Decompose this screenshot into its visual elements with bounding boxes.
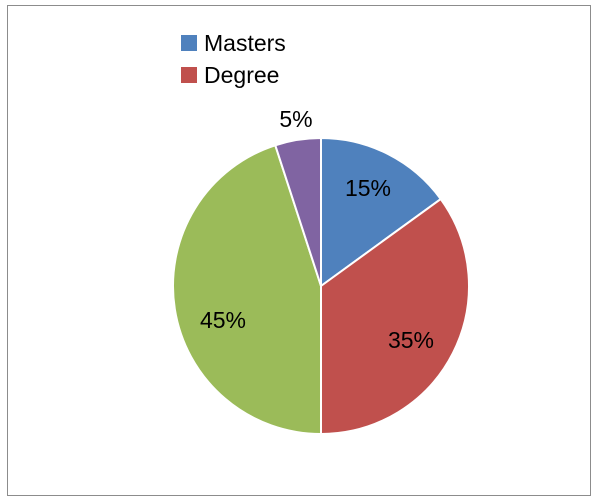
legend-label-masters: Masters bbox=[204, 30, 286, 56]
data-label-4: 5% bbox=[279, 106, 312, 132]
pie-slice-3 bbox=[172, 143, 322, 436]
legend-label-degree: Degree bbox=[204, 62, 280, 88]
data-label-3: 45% bbox=[200, 307, 246, 333]
legend-item-degree: Degree bbox=[181, 59, 351, 91]
legend-swatch-masters bbox=[181, 35, 197, 51]
data-label-1: 15% bbox=[345, 175, 391, 201]
data-label-2: 35% bbox=[388, 327, 434, 353]
pie-slice-4 bbox=[274, 136, 322, 287]
pie-slice-2 bbox=[320, 197, 470, 436]
legend-swatch-degree bbox=[181, 67, 197, 83]
pie-slice-1 bbox=[320, 136, 443, 288]
legend: Masters Degree bbox=[181, 27, 351, 91]
legend-item-masters: Masters bbox=[181, 27, 351, 59]
